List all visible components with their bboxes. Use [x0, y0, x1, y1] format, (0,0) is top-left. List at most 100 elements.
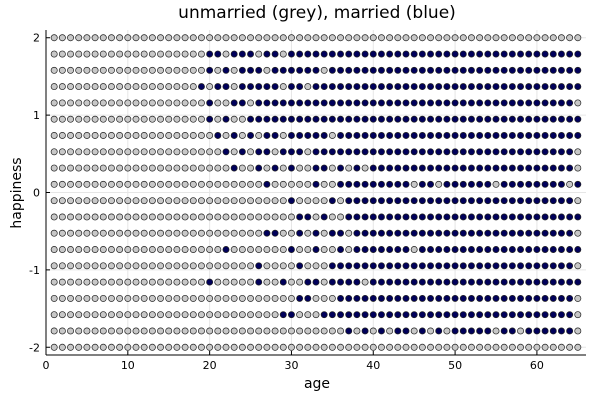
unmarried-point [189, 34, 197, 42]
married-point [418, 66, 426, 74]
married-point [541, 83, 549, 91]
unmarried-point [533, 343, 541, 351]
unmarried-point [132, 66, 140, 74]
married-point [484, 99, 492, 107]
married-point [468, 327, 475, 335]
married-point [410, 229, 418, 237]
married-point [484, 180, 492, 188]
married-point [418, 246, 426, 253]
unmarried-point [197, 164, 205, 172]
unmarried-point [279, 327, 287, 335]
married-point [386, 148, 394, 156]
married-point [435, 50, 443, 58]
unmarried-point [328, 180, 336, 188]
married-point [549, 50, 557, 58]
married-point [459, 50, 467, 58]
unmarried-point [566, 180, 574, 188]
unmarried-point [296, 311, 304, 319]
unmarried-point [124, 164, 132, 172]
married-point [378, 132, 385, 139]
married-point [271, 132, 279, 139]
unmarried-point [124, 148, 132, 156]
unmarried-point [247, 180, 254, 188]
married-point [402, 115, 410, 123]
married-point [533, 148, 541, 156]
married-point [517, 83, 525, 91]
unmarried-point [288, 213, 295, 221]
unmarried-point [67, 83, 75, 91]
married-point [427, 164, 434, 172]
unmarried-point [345, 34, 353, 42]
unmarried-point [148, 180, 156, 188]
married-point [288, 115, 295, 123]
married-point [541, 164, 549, 172]
married-point [263, 229, 271, 237]
unmarried-point [124, 34, 132, 42]
unmarried-point [574, 99, 582, 107]
unmarried-point [189, 99, 197, 107]
unmarried-point [148, 213, 156, 221]
married-point [263, 50, 271, 58]
married-point [337, 99, 344, 107]
unmarried-point [181, 262, 189, 270]
unmarried-point [304, 197, 312, 205]
married-point [304, 132, 312, 139]
married-point [533, 197, 541, 205]
married-point [443, 278, 451, 286]
married-point [312, 229, 320, 237]
unmarried-point [165, 246, 173, 253]
married-point [451, 99, 459, 107]
unmarried-point [378, 343, 385, 351]
married-point [558, 164, 565, 172]
unmarried-point [181, 246, 189, 253]
unmarried-point [468, 34, 475, 42]
unmarried-point [148, 99, 156, 107]
unmarried-point [500, 34, 508, 42]
unmarried-point [230, 66, 238, 74]
unmarried-point [91, 294, 99, 302]
unmarried-point [181, 197, 189, 205]
unmarried-point [189, 83, 197, 91]
unmarried-point [320, 34, 328, 42]
unmarried-point [345, 246, 353, 253]
unmarried-point [214, 180, 222, 188]
unmarried-point [247, 246, 254, 253]
unmarried-point [116, 294, 124, 302]
married-point [459, 262, 467, 270]
married-point [476, 99, 484, 107]
unmarried-point [75, 66, 83, 74]
unmarried-point [107, 180, 115, 188]
married-point [533, 213, 541, 221]
married-point [484, 197, 492, 205]
unmarried-point [165, 148, 173, 156]
unmarried-point [91, 213, 99, 221]
married-point [288, 311, 295, 319]
married-point [410, 66, 418, 74]
married-point [508, 327, 516, 335]
unmarried-point [222, 327, 230, 335]
married-point [402, 164, 410, 172]
unmarried-point [181, 278, 189, 286]
married-point [353, 294, 361, 302]
unmarried-point [181, 164, 189, 172]
unmarried-point [263, 343, 271, 351]
married-point [247, 50, 254, 58]
married-point [296, 229, 304, 237]
unmarried-point [83, 180, 91, 188]
unmarried-point [353, 343, 361, 351]
unmarried-point [173, 311, 181, 319]
married-point [492, 197, 500, 205]
married-point [508, 148, 516, 156]
unmarried-point [165, 164, 173, 172]
unmarried-point [263, 246, 271, 253]
married-point [222, 148, 230, 156]
married-point [492, 262, 500, 270]
unmarried-point [99, 246, 107, 253]
married-point [427, 294, 434, 302]
married-point [508, 262, 516, 270]
married-point [369, 278, 377, 286]
married-point [541, 132, 549, 139]
unmarried-point [148, 311, 156, 319]
unmarried-point [255, 343, 263, 351]
unmarried-point [189, 246, 197, 253]
